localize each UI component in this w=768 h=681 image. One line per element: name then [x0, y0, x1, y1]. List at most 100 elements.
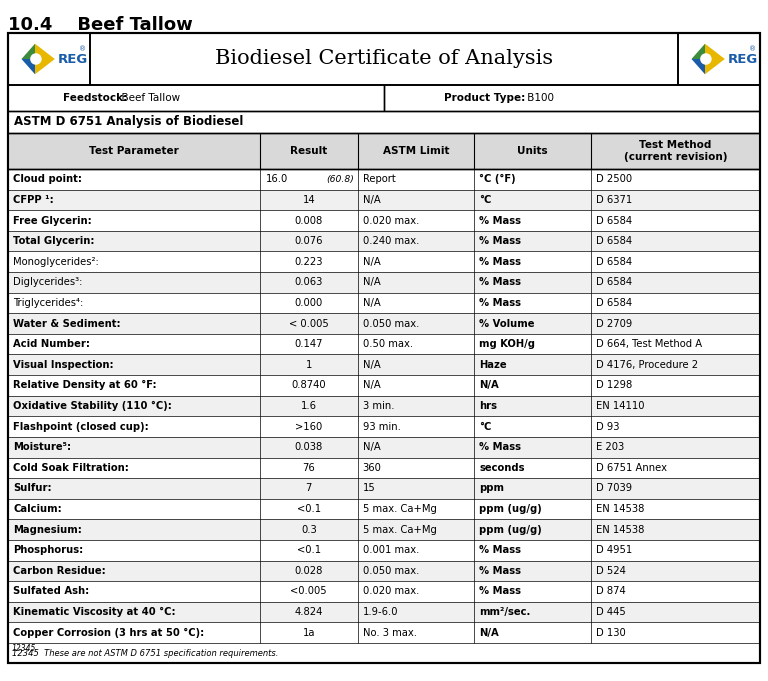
Text: D 6584: D 6584 [596, 215, 632, 225]
Text: ppm: ppm [479, 484, 505, 494]
Text: D 130: D 130 [596, 628, 626, 637]
Text: <0.1: <0.1 [296, 504, 321, 514]
Text: REG: REG [58, 53, 88, 67]
Polygon shape [705, 44, 725, 74]
Text: % Mass: % Mass [479, 545, 521, 555]
Text: Cold Soak Filtration:: Cold Soak Filtration: [13, 463, 129, 473]
Text: 0.063: 0.063 [295, 277, 323, 287]
Text: Visual Inspection:: Visual Inspection: [13, 360, 114, 370]
Text: N/A: N/A [362, 381, 380, 390]
Text: Diglycerides³:: Diglycerides³: [13, 277, 82, 287]
Text: N/A: N/A [362, 360, 380, 370]
Text: 12345: 12345 [12, 644, 36, 653]
Text: 0.038: 0.038 [295, 442, 323, 452]
Text: 0.3: 0.3 [301, 524, 316, 535]
Text: hrs: hrs [479, 401, 497, 411]
Text: D 7039: D 7039 [596, 484, 632, 494]
Text: Moisture⁵:: Moisture⁵: [13, 442, 71, 452]
Text: <0.1: <0.1 [296, 545, 321, 555]
Text: Cloud point:: Cloud point: [13, 174, 82, 185]
Text: EN 14538: EN 14538 [596, 504, 644, 514]
Text: °C (°F): °C (°F) [479, 174, 516, 185]
Bar [8, 189, 760, 210]
Text: 4.824: 4.824 [295, 607, 323, 617]
Text: Test Method
(current revision): Test Method (current revision) [624, 140, 727, 162]
Text: 15: 15 [362, 484, 376, 494]
Text: Feedstock:: Feedstock: [63, 93, 127, 103]
Text: N/A: N/A [362, 257, 380, 267]
Text: Magnesium:: Magnesium: [13, 524, 82, 535]
Text: 0.147: 0.147 [295, 339, 323, 349]
Bar [8, 520, 760, 540]
Text: Triglycerides⁴:: Triglycerides⁴: [13, 298, 83, 308]
Text: 5 max. Ca+Mg: 5 max. Ca+Mg [362, 504, 436, 514]
Text: D 4951: D 4951 [596, 545, 632, 555]
Text: % Mass: % Mass [479, 586, 521, 597]
Text: N/A: N/A [362, 442, 380, 452]
Text: >160: >160 [295, 422, 323, 432]
Text: D 1298: D 1298 [596, 381, 632, 390]
Text: Acid Number:: Acid Number: [13, 339, 90, 349]
Text: 76: 76 [303, 463, 315, 473]
Circle shape [30, 53, 41, 65]
Text: 3 min.: 3 min. [362, 401, 394, 411]
Text: Phosphorus:: Phosphorus: [13, 545, 83, 555]
Text: 0.050 max.: 0.050 max. [362, 566, 419, 576]
Text: Free Glycerin:: Free Glycerin: [13, 215, 91, 225]
Text: % Mass: % Mass [479, 566, 521, 576]
Text: 0.50 max.: 0.50 max. [362, 339, 413, 349]
Text: Biodiesel Certificate of Analysis: Biodiesel Certificate of Analysis [215, 50, 553, 69]
Text: D 664, Test Method A: D 664, Test Method A [596, 339, 702, 349]
Bar [8, 313, 760, 334]
Bar [8, 602, 760, 622]
Bar [8, 396, 760, 416]
Text: % Mass: % Mass [479, 215, 521, 225]
Text: 360: 360 [362, 463, 382, 473]
Text: °C: °C [479, 195, 492, 205]
Text: Carbon Residue:: Carbon Residue: [13, 566, 106, 576]
Text: Copper Corrosion (3 hrs at 50 °C):: Copper Corrosion (3 hrs at 50 °C): [13, 628, 204, 637]
Text: D 6584: D 6584 [596, 298, 632, 308]
Text: D 93: D 93 [596, 422, 619, 432]
Bar [8, 133, 760, 169]
Text: % Volume: % Volume [479, 319, 535, 328]
Text: 93 min.: 93 min. [362, 422, 401, 432]
Text: 0.020 max.: 0.020 max. [362, 215, 419, 225]
Text: N/A: N/A [362, 195, 380, 205]
Text: REG: REG [727, 53, 758, 67]
Text: Test Parameter: Test Parameter [89, 146, 179, 156]
Text: 0.8740: 0.8740 [292, 381, 326, 390]
Text: Sulfated Ash:: Sulfated Ash: [13, 586, 89, 597]
Text: E 203: E 203 [596, 442, 624, 452]
Text: D 6584: D 6584 [596, 257, 632, 267]
Text: D 4176, Procedure 2: D 4176, Procedure 2 [596, 360, 698, 370]
Text: N/A: N/A [479, 381, 499, 390]
Text: ASTM D 6751 Analysis of Biodiesel: ASTM D 6751 Analysis of Biodiesel [14, 116, 243, 129]
Text: 0.000: 0.000 [295, 298, 323, 308]
Text: 0.008: 0.008 [295, 215, 323, 225]
Text: CFPP ¹:: CFPP ¹: [13, 195, 54, 205]
Polygon shape [691, 44, 705, 59]
Text: 10.4    Beef Tallow: 10.4 Beef Tallow [8, 16, 193, 34]
Bar [8, 437, 760, 458]
Polygon shape [35, 44, 55, 74]
Text: 1.9-6.0: 1.9-6.0 [362, 607, 398, 617]
Text: 12345  These are not ASTM D 6751 specification requirements.: 12345 These are not ASTM D 6751 specific… [12, 648, 278, 657]
Text: ppm (ug/g): ppm (ug/g) [479, 524, 542, 535]
Text: 1.6: 1.6 [301, 401, 316, 411]
Text: 1: 1 [306, 360, 312, 370]
Text: D 2709: D 2709 [596, 319, 632, 328]
Text: Monoglycerides²:: Monoglycerides²: [13, 257, 99, 267]
Text: Haze: Haze [479, 360, 507, 370]
Text: EN 14110: EN 14110 [596, 401, 644, 411]
Bar [8, 272, 760, 293]
Text: EN 14538: EN 14538 [596, 524, 644, 535]
Text: Oxidative Stability (110 °C):: Oxidative Stability (110 °C): [13, 401, 172, 411]
Text: B100: B100 [524, 93, 554, 103]
Bar [8, 560, 760, 581]
Text: 0.050 max.: 0.050 max. [362, 319, 419, 328]
Text: (60.8): (60.8) [326, 175, 354, 184]
Text: ®: ® [80, 46, 87, 52]
Polygon shape [691, 59, 705, 74]
Text: Kinematic Viscosity at 40 °C:: Kinematic Viscosity at 40 °C: [13, 607, 176, 617]
